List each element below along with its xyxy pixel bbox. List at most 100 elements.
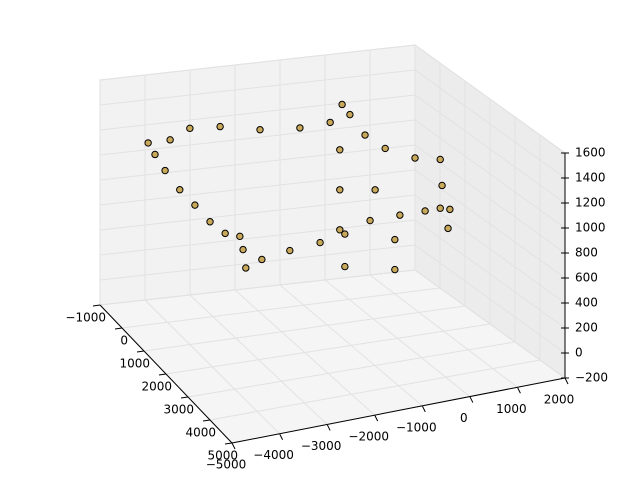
point <box>151 150 159 159</box>
x-tick-label: 1000 <box>496 402 527 416</box>
x-tick-label: −3000 <box>301 439 342 453</box>
y-tick-label: 4000 <box>185 426 216 440</box>
point <box>316 238 324 247</box>
tick-mark <box>224 442 233 445</box>
grid-line <box>99 144 416 181</box>
grid-line <box>99 94 416 131</box>
point <box>371 186 379 194</box>
z-tick-label: 1200 <box>575 196 606 210</box>
point <box>436 155 444 164</box>
point <box>176 186 184 194</box>
grid-line <box>99 219 416 256</box>
point <box>206 218 214 226</box>
point <box>258 255 266 264</box>
tick-mark <box>516 387 521 394</box>
point <box>438 181 446 190</box>
grid-line <box>187 341 516 398</box>
grid-line <box>414 244 566 354</box>
y-tick-label: 2000 <box>141 380 172 394</box>
tick-mark <box>421 405 426 413</box>
grid-line <box>99 269 416 306</box>
x-tick-label: 0 <box>460 411 468 425</box>
y-tick-label: 1000 <box>119 357 150 371</box>
point <box>186 124 194 133</box>
x-tick-label: 2000 <box>544 393 575 407</box>
point <box>239 245 247 254</box>
point <box>381 144 389 153</box>
tick-mark <box>469 396 474 403</box>
point <box>336 146 344 154</box>
grid-line <box>414 219 566 329</box>
tick-mark <box>136 350 145 353</box>
grid-line <box>99 244 416 281</box>
point <box>366 216 374 225</box>
point <box>256 126 264 134</box>
tick-mark <box>564 377 569 385</box>
tick-mark <box>231 442 236 450</box>
z-tick-label: 200 <box>575 321 598 335</box>
grid-line <box>414 94 566 204</box>
axis-line <box>99 304 233 444</box>
grid-line <box>99 44 416 81</box>
point <box>346 110 354 119</box>
tick-mark <box>92 304 101 307</box>
y-tick-label: 3000 <box>163 403 194 417</box>
grid-line <box>121 287 441 329</box>
point <box>436 204 444 212</box>
point <box>242 264 250 272</box>
grid-line <box>209 359 541 421</box>
grid-line <box>143 305 466 352</box>
z-tick-label: −200 <box>575 371 608 385</box>
z-tick-label: 1000 <box>575 221 606 235</box>
z-tick-label: 0 <box>575 346 583 360</box>
point <box>391 235 399 244</box>
point <box>444 224 452 233</box>
grid-line <box>414 69 566 179</box>
z-tick-label: 1600 <box>575 146 606 160</box>
point <box>236 232 244 241</box>
grid-line <box>414 119 566 229</box>
point <box>161 166 169 175</box>
tick-mark <box>114 327 123 330</box>
point <box>361 131 369 139</box>
point <box>166 136 174 144</box>
axis-line <box>231 377 566 444</box>
x-tick-label: −4000 <box>253 448 294 462</box>
point <box>221 229 229 238</box>
point <box>411 154 419 162</box>
y-tick-label: −1000 <box>65 311 106 325</box>
z-tick-label: 800 <box>575 246 598 260</box>
point <box>396 211 404 219</box>
point <box>286 246 294 255</box>
grid-line <box>414 194 566 304</box>
grid-line <box>99 194 416 231</box>
point <box>391 265 399 274</box>
point <box>326 118 334 127</box>
point <box>338 100 346 109</box>
y-tick-label: 5000 <box>207 449 238 463</box>
y-tick-label: 0 <box>120 334 128 348</box>
tick-mark <box>279 433 284 440</box>
point <box>216 122 224 131</box>
x-tick-label: −2000 <box>348 430 389 444</box>
point <box>341 262 349 271</box>
point <box>191 201 199 209</box>
grid-line <box>99 69 416 106</box>
tick-mark <box>326 424 331 431</box>
z-tick-label: 1400 <box>575 171 606 185</box>
grid-line <box>99 169 416 206</box>
grid-line <box>414 44 566 154</box>
point <box>336 186 344 194</box>
grid-line <box>165 323 491 375</box>
point <box>421 207 429 215</box>
tick-mark <box>158 373 167 376</box>
grid-line <box>99 119 416 156</box>
tick-mark <box>180 396 189 399</box>
point <box>341 230 349 238</box>
point <box>144 139 152 147</box>
z-tick-label: 400 <box>575 296 598 310</box>
point <box>296 124 304 132</box>
point <box>446 205 454 214</box>
